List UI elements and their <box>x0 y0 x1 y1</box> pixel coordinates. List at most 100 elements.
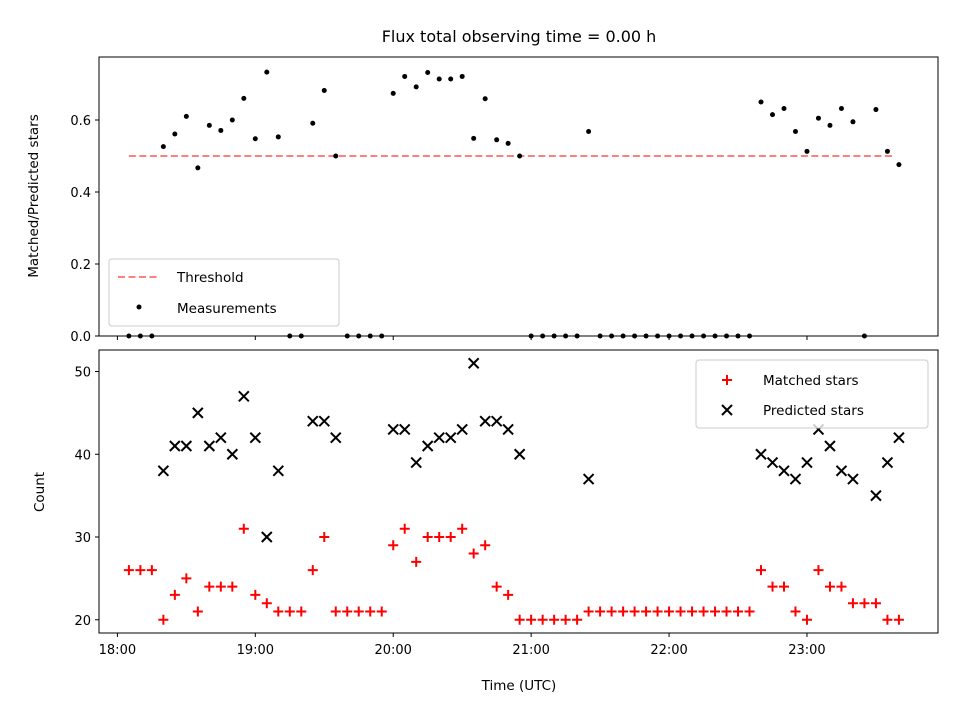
x-tick-label: 20:00 <box>374 643 411 658</box>
measurement-point <box>321 87 327 93</box>
matched-star-marker <box>514 614 525 625</box>
predicted-star-marker <box>582 473 595 485</box>
predicted-star-marker <box>502 423 514 436</box>
legend-measurements-swatch <box>136 304 142 310</box>
matched-star-marker <box>169 589 180 600</box>
legend-matched-swatch <box>722 375 732 385</box>
matched-star-marker <box>342 606 353 617</box>
measurement-point <box>402 73 408 79</box>
bottom-y-tick-label: 50 <box>74 366 91 381</box>
legend-box <box>108 258 340 327</box>
measurement-point <box>160 144 166 150</box>
predicted-star-marker <box>410 456 422 469</box>
matched-star-marker <box>158 614 169 625</box>
matched-star-marker <box>491 581 502 592</box>
top-y-tick-label: 0.0 <box>70 330 91 345</box>
matched-star-marker <box>480 540 491 551</box>
measurement-point <box>896 162 902 168</box>
predicted-star-marker <box>387 423 399 436</box>
measurement-point <box>586 129 592 135</box>
matched-star-marker <box>227 581 238 592</box>
matched-star-marker <box>468 548 479 559</box>
matched-star-marker <box>687 606 698 617</box>
top-axes: Matched/Predicted stars 0.0 0.2 0.4 0.6 Thre… <box>26 56 939 345</box>
matched-star-marker <box>733 606 744 617</box>
predicted-star-marker <box>261 531 273 543</box>
bottom-legend: Matched stars Predicted stars <box>695 359 929 429</box>
predicted-star-marker <box>456 423 468 436</box>
x-tick-label: 22:00 <box>650 643 687 658</box>
predicted-star-marker <box>870 489 882 502</box>
measurement-point <box>264 69 270 75</box>
measurement-point <box>459 73 465 79</box>
matched-star-marker <box>204 581 215 592</box>
matched-star-marker <box>135 565 146 576</box>
matched-star-marker <box>778 581 789 592</box>
matched-star-marker <box>296 606 307 617</box>
matched-star-marker <box>790 606 801 617</box>
predicted-star-marker <box>847 473 859 485</box>
measurement-point <box>183 113 189 119</box>
predicted-star-marker <box>824 440 836 452</box>
matched-star-marker <box>675 606 686 617</box>
predicted-star-marker <box>192 407 204 419</box>
measurement-point <box>505 140 511 146</box>
measurement-point <box>425 69 431 75</box>
bottom-plot-frame <box>98 349 939 634</box>
matched-star-marker <box>146 565 157 576</box>
predicted-star-marker <box>513 448 526 460</box>
matched-star-marker <box>560 614 571 625</box>
predicted-star-marker <box>433 432 445 444</box>
top-y-tick-label: 0.2 <box>70 258 91 273</box>
matched-star-marker <box>882 614 893 625</box>
predicted-star-marker <box>226 448 239 460</box>
measurement-point <box>873 107 879 113</box>
matched-star-marker <box>537 614 548 625</box>
predicted-star-marker <box>249 432 262 444</box>
matched-star-marker <box>434 532 445 543</box>
measurement-point <box>206 122 212 128</box>
x-tick-label: 19:00 <box>237 643 274 658</box>
measurement-point <box>448 76 454 82</box>
bottom-y-tick-label: 30 <box>74 531 91 546</box>
matched-star-marker <box>859 598 870 609</box>
measurement-point <box>517 153 523 159</box>
measurement-point <box>758 99 764 105</box>
predicted-star-marker <box>755 448 767 460</box>
matched-star-marker <box>549 614 560 625</box>
matched-star-marker <box>319 532 330 543</box>
matched-star-marker <box>836 581 847 592</box>
predicted-star-marker <box>399 423 411 436</box>
measurement-point <box>815 115 821 121</box>
matched-star-marker <box>801 614 812 625</box>
x-tick-label: 18:00 <box>99 643 136 658</box>
matched-star-marker <box>284 606 295 617</box>
chart-title: Flux total observing time = 0.00 h <box>382 27 657 46</box>
measurement-point <box>494 137 500 143</box>
predicted-star-marker <box>215 432 227 444</box>
bottom-axes: Count Time (UTC) 20 30 40 50 18:00 19:00 20:00… <box>32 349 939 694</box>
matched-star-marker <box>181 573 192 584</box>
predicted-star-marker <box>318 415 330 427</box>
matched-star-marker <box>641 606 652 617</box>
predicted-star-marker <box>835 465 848 477</box>
x-tick-label: 23:00 <box>788 643 825 658</box>
matched-star-marker <box>273 606 284 617</box>
matched-star-marker <box>215 581 226 592</box>
measurement-point <box>195 165 201 171</box>
predicted-star-marker <box>157 465 170 477</box>
predicted-star-marker <box>893 432 905 444</box>
measurement-point <box>172 131 178 137</box>
matched-star-marker <box>526 614 537 625</box>
measurement-point <box>769 112 775 118</box>
matched-star-marker <box>445 532 456 543</box>
matched-star-marker <box>261 598 272 609</box>
measurement-point <box>781 105 787 111</box>
matched-star-marker <box>376 606 387 617</box>
matched-star-marker <box>330 606 341 617</box>
measurement-point <box>413 84 419 90</box>
measurement-point <box>390 90 396 96</box>
top-y-tick-label: 0.6 <box>70 114 91 129</box>
matched-star-marker <box>411 556 422 567</box>
